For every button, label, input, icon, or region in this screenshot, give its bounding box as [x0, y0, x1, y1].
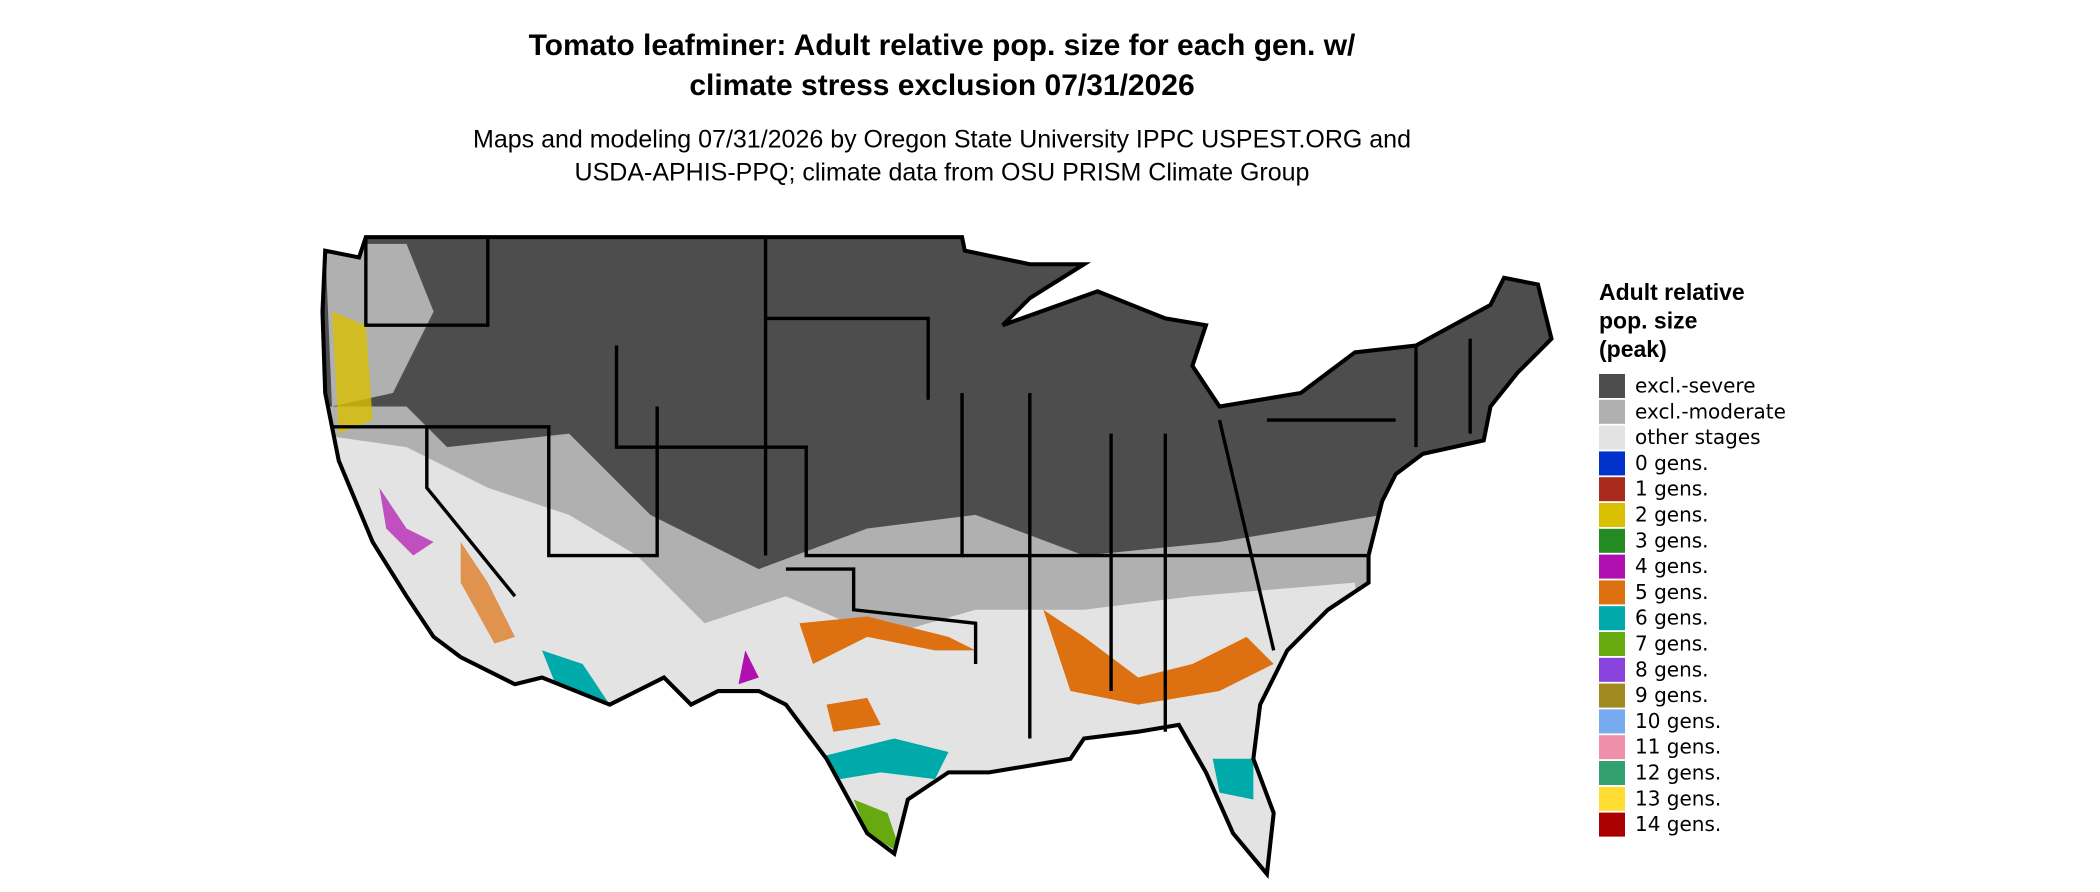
legend-swatch: [1599, 425, 1625, 450]
legend-swatch: [1599, 477, 1625, 502]
legend-swatch: [1599, 657, 1625, 682]
legend-label: 5 gens.: [1635, 580, 1709, 604]
legend-label: 4 gens.: [1635, 554, 1709, 578]
legend-label: excl.-severe: [1635, 374, 1756, 398]
legend-swatch: [1599, 606, 1625, 631]
legend-label: 9 gens.: [1635, 683, 1709, 707]
legend-label: 13 gens.: [1635, 786, 1721, 810]
legend-label: 11 gens.: [1635, 735, 1721, 759]
legend-label: 3 gens.: [1635, 528, 1709, 552]
legend-swatch: [1599, 632, 1625, 656]
legend-label: 10 gens.: [1635, 709, 1721, 733]
legend-swatch: [1599, 812, 1625, 837]
legend-label: 14 gens.: [1635, 812, 1721, 836]
legend-swatch: [1599, 399, 1625, 424]
legend-label: 6 gens.: [1635, 606, 1709, 630]
subtitle: USDA-APHIS-PPQ; climate data from OSU PR…: [575, 159, 1310, 187]
legend-label: 2 gens.: [1635, 503, 1709, 527]
legend-swatch: [1599, 374, 1625, 398]
legend-swatch: [1599, 451, 1625, 476]
legend-swatch: [1599, 683, 1625, 708]
legend-swatch: [1599, 554, 1625, 579]
legend-title: pop. size: [1599, 308, 1697, 334]
legend-swatch: [1599, 735, 1625, 760]
legend-swatch: [1599, 580, 1625, 605]
title: climate stress exclusion 07/31/2026: [689, 69, 1194, 102]
title: Tomato leafminer: Adult relative pop. si…: [529, 29, 1356, 62]
legend-swatch: [1599, 528, 1625, 553]
subtitle: Maps and modeling 07/31/2026 by Oregon S…: [473, 126, 1411, 154]
legend-label: other stages: [1635, 425, 1761, 449]
legend-title: Adult relative: [1599, 279, 1745, 305]
legend-swatch: [1599, 503, 1625, 527]
legend-swatch: [1599, 761, 1625, 785]
legend-label: 12 gens.: [1635, 761, 1721, 785]
legend-title: (peak): [1599, 336, 1667, 362]
legend-swatch: [1599, 786, 1625, 811]
legend-label: 7 gens.: [1635, 632, 1709, 656]
legend-label: 0 gens.: [1635, 451, 1709, 475]
legend-label: 8 gens.: [1635, 657, 1709, 681]
legend-swatch: [1599, 709, 1625, 734]
legend: Adult relative pop. size(peak) excl.-sever…: [1599, 279, 1786, 837]
legend-label: 1 gens.: [1635, 477, 1709, 501]
map: [312, 230, 1559, 892]
legend-label: excl.-moderate: [1635, 399, 1786, 423]
